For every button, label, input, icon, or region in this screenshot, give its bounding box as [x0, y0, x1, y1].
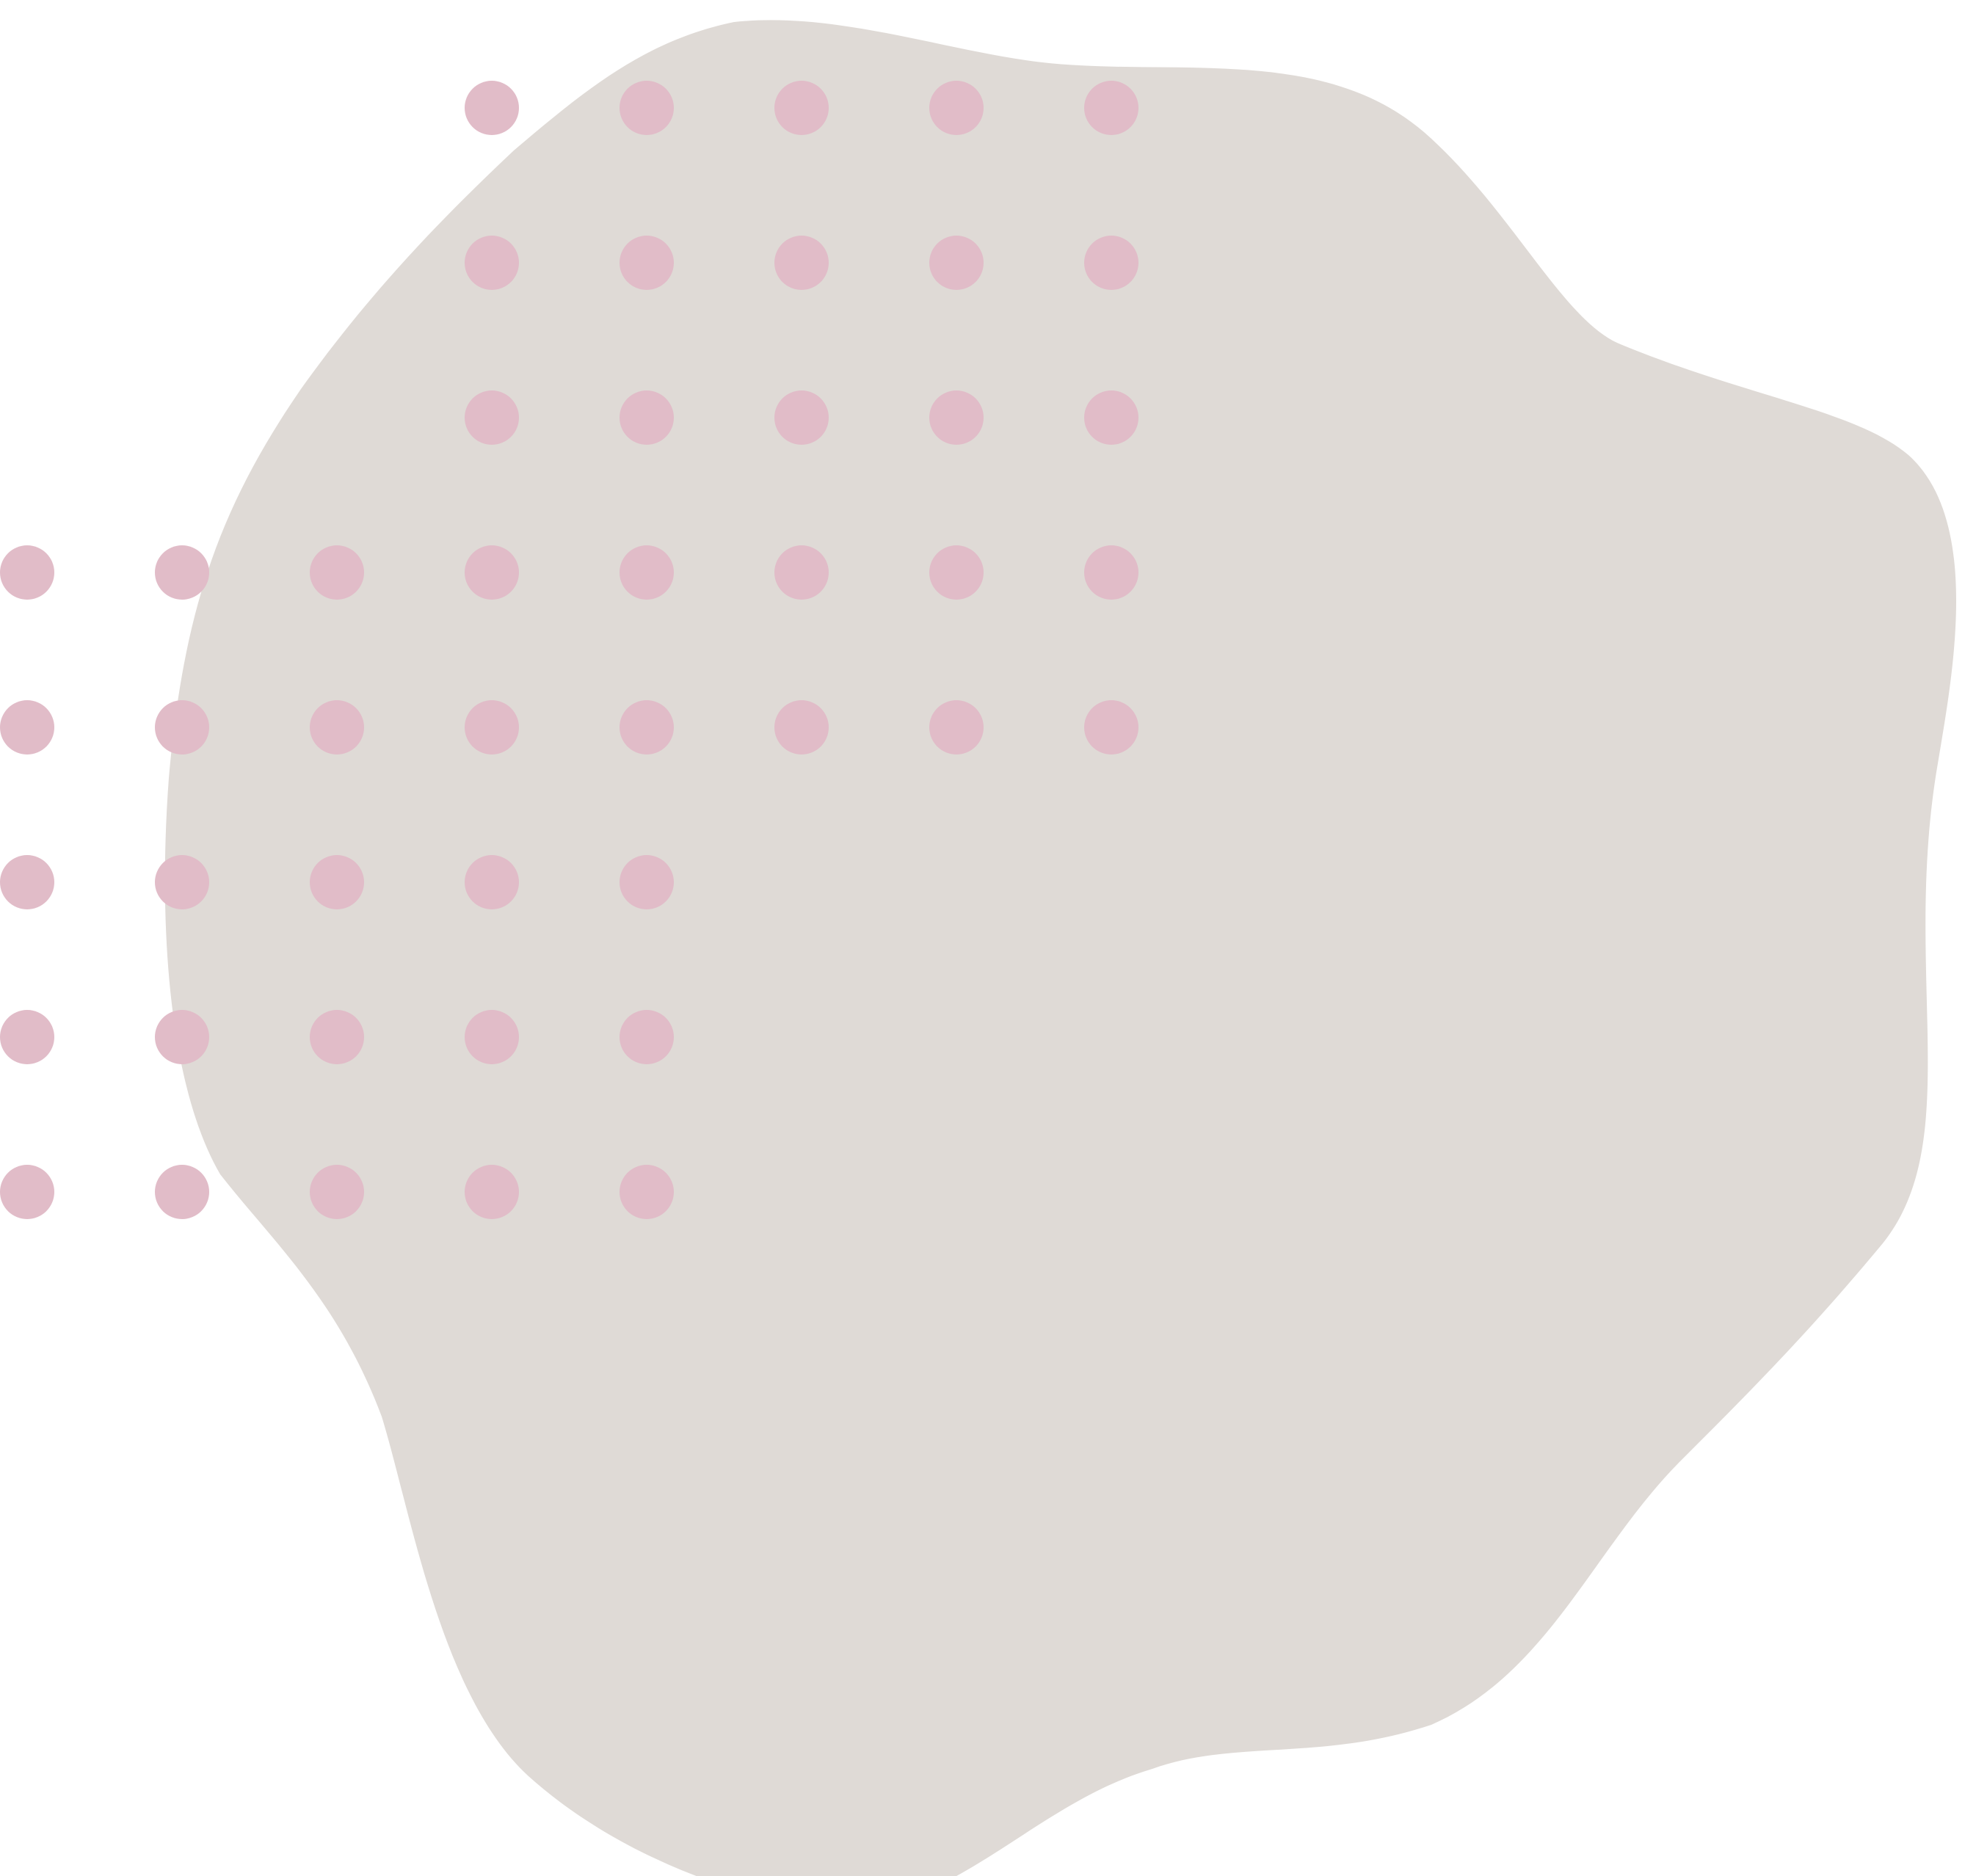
- dot: [155, 1010, 209, 1064]
- dot: [1084, 545, 1138, 600]
- dot: [1084, 700, 1138, 755]
- dot: [929, 700, 984, 755]
- dot: [620, 700, 674, 755]
- dot: [774, 390, 829, 445]
- dot: [1084, 390, 1138, 445]
- dot: [155, 855, 209, 909]
- dot: [310, 545, 364, 600]
- dot: [465, 81, 519, 135]
- dot: [774, 700, 829, 755]
- dot: [620, 1165, 674, 1219]
- dot: [310, 855, 364, 909]
- dot: [0, 855, 54, 909]
- dot: [465, 236, 519, 290]
- dot: [929, 545, 984, 600]
- dot: [465, 700, 519, 755]
- dot: [155, 545, 209, 600]
- dot: [774, 545, 829, 600]
- dot: [929, 390, 984, 445]
- dot: [620, 855, 674, 909]
- dot: [620, 81, 674, 135]
- dot: [774, 236, 829, 290]
- dot: [465, 545, 519, 600]
- dot: [0, 545, 54, 600]
- dot: [620, 390, 674, 445]
- dot: [620, 236, 674, 290]
- dot-grid: [0, 81, 1138, 1219]
- dot: [0, 1010, 54, 1064]
- dot: [310, 1165, 364, 1219]
- dot: [1084, 236, 1138, 290]
- dot: [465, 1165, 519, 1219]
- dot: [1084, 81, 1138, 135]
- dot: [620, 545, 674, 600]
- dot: [0, 700, 54, 755]
- dot: [155, 700, 209, 755]
- dot: [0, 1165, 54, 1219]
- dot: [465, 855, 519, 909]
- organic-blob-shape: [164, 20, 1956, 1876]
- dot: [929, 236, 984, 290]
- dot: [774, 81, 829, 135]
- dot: [465, 1010, 519, 1064]
- dot: [620, 1010, 674, 1064]
- dot: [310, 1010, 364, 1064]
- dot: [310, 700, 364, 755]
- dot: [465, 390, 519, 445]
- dot: [155, 1165, 209, 1219]
- dot: [929, 81, 984, 135]
